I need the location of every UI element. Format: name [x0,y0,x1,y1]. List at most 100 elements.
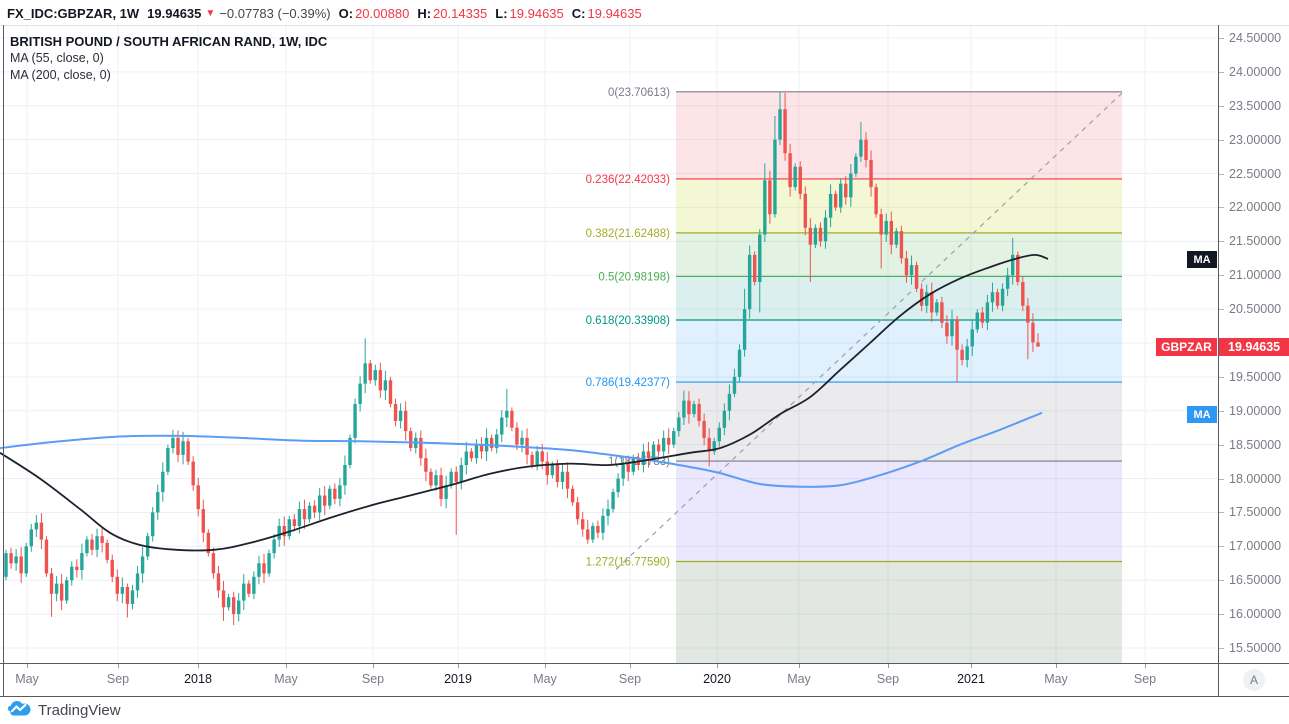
price-axis-label: 23.50000 [1229,98,1282,113]
price-axis-label: 21.00000 [1229,268,1282,283]
axis-corner: A [1219,664,1289,696]
price-axis-label: 16.00000 [1229,607,1282,622]
price-tick [1219,38,1224,39]
auto-scale-button[interactable]: A [1243,669,1265,691]
time-axis-label: May [533,672,557,686]
time-tick [630,664,631,668]
pane-left-border [3,25,4,696]
time-axis-bottom-border [0,696,1289,697]
price-tick [1219,241,1224,243]
price-tick [1219,410,1224,412]
legend-ma55[interactable]: MA (55, close, 0) [10,51,104,65]
price-change: −0.07783 (−0.39%) [219,5,331,21]
price-tick [1219,71,1224,73]
ohlc-label: C: [571,5,586,21]
price-axis-label: 19.00000 [1229,403,1282,418]
svg-text:0.5(20.98198): 0.5(20.98198) [598,271,670,283]
time-tick [198,664,199,668]
symbol-name-tag: GBPZAR [1156,337,1217,356]
price-tick [1219,444,1224,446]
time-axis-label: May [787,672,811,686]
ohlc-value: 20.14335 [433,5,488,21]
svg-text:0.618(20.33908): 0.618(20.33908) [586,315,671,327]
price-tick [1219,309,1224,311]
time-axis-label: 2020 [703,672,731,686]
svg-text:0.786(19.42377): 0.786(19.42377) [586,377,671,389]
time-axis-label: Sep [876,672,900,686]
time-axis-label: Sep [1133,672,1157,686]
price-axis-label: 19.50000 [1229,369,1282,384]
time-tick [1145,664,1146,668]
price-tick [1219,376,1224,378]
ma200-line[interactable] [0,411,1043,488]
price-axis-border [1218,25,1219,696]
time-axis-label: Sep [618,672,642,686]
time-tick [717,664,718,668]
price-axis-label: 22.00000 [1229,200,1282,215]
fib-zones [676,91,1122,663]
trendline[interactable] [615,91,1124,570]
price-tick [1219,512,1224,514]
header-separator [0,25,1289,26]
time-axis-label: 2018 [184,672,212,686]
price-axis-label: 20.50000 [1229,302,1282,317]
ohlc-values: O: 20.00880 H: 20.14335 L: 19.94635 C: 19.94635 [331,6,642,21]
symbol-title[interactable]: FX_IDC:GBPZAR, 1W [7,5,140,21]
time-tick [888,664,889,668]
time-axis-label: 2021 [957,672,985,686]
time-axis[interactable]: May Sep 2018 May Sep 2019 May Sep 2020 May Sep 2021… [0,664,1218,696]
price-axis-label: 23.00000 [1229,132,1282,147]
time-axis-label: May [15,672,39,686]
price-tick [1219,478,1224,480]
price-tick [1219,580,1224,582]
time-tick [458,664,459,668]
ohlc-value: 19.94635 [509,5,564,21]
ma200-value-tag: MA [1187,406,1217,424]
ma55-line[interactable] [0,253,1049,552]
price-tick [1219,546,1224,548]
price-tick [1219,173,1224,175]
grid [0,25,1218,663]
chart-plot-area[interactable]: 0(23.70613) 0.236(22.42033) 0.382(21.62488… [0,25,1218,668]
legend-symbol-title[interactable]: BRITISH POUND / SOUTH AFRICAN RAND, 1W, … [10,34,328,49]
price-tick [1219,648,1224,649]
price-axis-label: 18.00000 [1229,471,1282,486]
time-tick [799,664,800,668]
legend-ma200[interactable]: MA (200, close, 0) [10,68,111,82]
tradingview-logo-icon[interactable] [8,699,31,722]
time-tick [545,664,546,668]
ohlc-value: 20.00880 [355,5,410,21]
brand-footer: TradingView [8,699,121,722]
ohlc-label: O: [338,5,354,21]
price-axis-label: 15.50000 [1229,641,1282,655]
price-axis-label: 18.50000 [1229,437,1282,452]
price-tick [1219,275,1224,277]
price-tick [1219,207,1224,209]
svg-text:0.236(22.42033): 0.236(22.42033) [586,174,671,186]
down-arrow-icon: ▼ [205,7,216,19]
time-axis-top-border [0,663,1289,664]
ma55-value-tag: MA [1187,251,1217,269]
price-axis-label: 17.50000 [1229,505,1282,520]
price-tick [1219,139,1224,141]
price-axis-label: 22.50000 [1229,166,1282,181]
ohlc-value: 19.94635 [587,5,642,21]
candlestick-series [4,91,1040,625]
time-tick [27,664,28,668]
price-axis-label: 24.50000 [1229,31,1282,45]
price-tick [1219,105,1224,107]
svg-text:0.382(21.62488): 0.382(21.62488) [586,228,671,240]
time-axis-label: Sep [106,672,130,686]
ohlc-label: H: [417,5,432,21]
ohlc-label: L: [495,5,508,21]
time-axis-label: Sep [361,672,385,686]
time-tick [373,664,374,668]
price-tick [1219,614,1224,616]
price-axis-label: 24.00000 [1229,64,1282,79]
time-axis-label: 2019 [444,672,472,686]
time-tick [118,664,119,668]
time-tick [1056,664,1057,668]
brand-name[interactable]: TradingView [38,702,121,719]
svg-text:0(23.70613): 0(23.70613) [608,87,670,99]
